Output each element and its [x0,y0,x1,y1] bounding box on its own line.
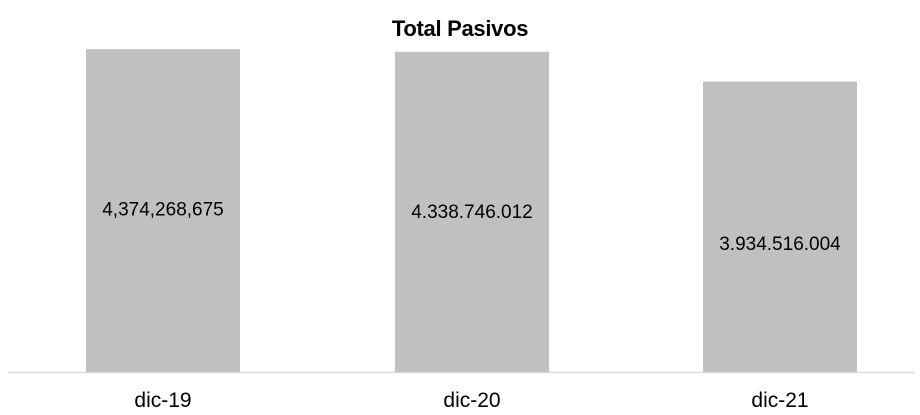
bar-dic-19 [86,49,240,373]
bar-dic-21 [703,81,857,372]
x-tick-label-dic-20: dic-20 [443,389,500,412]
data-label-dic-19: 4,374,268,675 [102,200,224,221]
chart-title: Total Pasivos [391,16,529,41]
data-label-dic-21: 3.934.516.004 [719,234,841,255]
x-tick-label-dic-19: dic-19 [134,389,191,412]
x-tick-label-dic-21: dic-21 [751,389,808,412]
bar-dic-20 [395,51,549,373]
data-label-dic-20: 4.338.746.012 [411,202,533,223]
